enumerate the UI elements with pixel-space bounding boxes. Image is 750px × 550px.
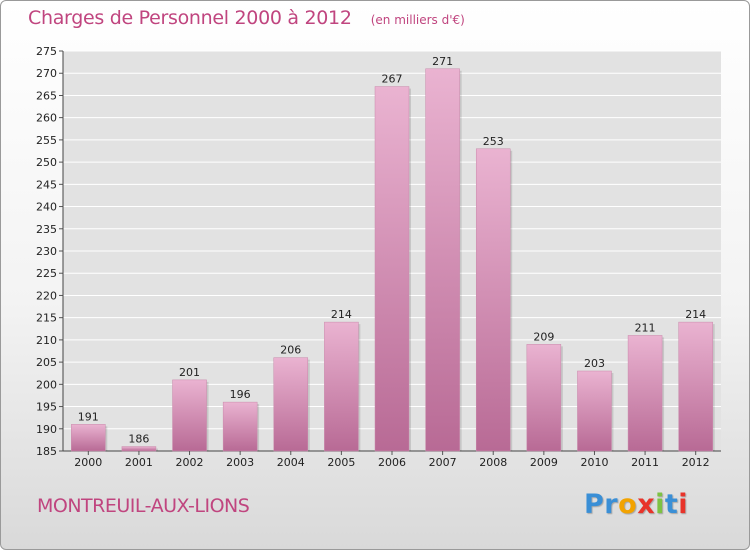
bar: [172, 379, 207, 452]
bar: [577, 370, 612, 452]
chart-subtitle: (en milliers d'€): [370, 13, 465, 27]
logo-letter: t: [664, 489, 679, 520]
chart-title: Charges de Personnel 2000 à 2012: [28, 7, 352, 29]
bar: [475, 148, 511, 452]
data-label: 186: [128, 433, 149, 446]
logo-letter: i: [678, 489, 689, 520]
bar: [121, 446, 157, 452]
x-tick-label: 2008: [479, 456, 507, 469]
x-tick-label: 2005: [327, 456, 355, 469]
data-label: 267: [382, 73, 403, 86]
y-tick-label: 190: [36, 423, 57, 436]
data-label: 253: [483, 135, 504, 148]
x-tick-label: 2001: [125, 456, 153, 469]
logo-letter: o: [618, 489, 638, 520]
data-label: 211: [635, 321, 656, 334]
y-tick-label: 240: [36, 201, 57, 214]
data-label: 203: [584, 357, 605, 370]
logo-letter: i: [655, 489, 665, 520]
y-tick-label: 205: [36, 356, 57, 369]
proxiti-logo: Proxiti: [584, 489, 688, 520]
data-label: 214: [685, 308, 706, 321]
bar: [627, 335, 663, 452]
y-tick-label: 235: [36, 223, 57, 236]
y-tick-label: 200: [36, 378, 57, 391]
y-tick-label: 260: [36, 112, 57, 125]
data-label: 214: [331, 308, 352, 321]
bar: [425, 68, 460, 452]
bar: [374, 86, 410, 452]
x-tick-label: 2011: [631, 456, 659, 469]
x-tick-label: 2009: [530, 456, 558, 469]
data-label: 201: [179, 366, 200, 379]
bar: [71, 424, 106, 452]
y-tick-label: 185: [36, 445, 57, 458]
y-tick-label: 230: [36, 245, 57, 258]
x-tick-label: 2006: [378, 456, 406, 469]
bar: [678, 321, 713, 452]
y-tick-label: 245: [36, 178, 57, 191]
y-tick-label: 270: [36, 67, 57, 80]
title-row: Charges de Personnel 2000 à 2012 (en mil…: [28, 7, 465, 29]
x-tick-label: 2004: [277, 456, 305, 469]
y-tick-label: 220: [36, 289, 57, 302]
x-tick-label: 2007: [429, 456, 457, 469]
y-tick-label: 265: [36, 89, 57, 102]
x-tick-label: 2010: [580, 456, 608, 469]
data-label: 206: [280, 344, 301, 357]
bar: [324, 321, 359, 452]
y-tick-label: 275: [36, 45, 57, 58]
bar: [526, 344, 562, 452]
x-tick-label: 2002: [176, 456, 204, 469]
city-name: MONTREUIL-AUX-LIONS: [37, 495, 250, 517]
x-tick-label: 2003: [226, 456, 254, 469]
logo-letter: P: [584, 489, 605, 520]
x-tick-label: 2012: [682, 456, 710, 469]
bar: [222, 401, 258, 452]
data-label: 196: [230, 388, 251, 401]
logo-letter: r: [604, 489, 619, 520]
data-label: 191: [78, 410, 99, 423]
y-tick-label: 215: [36, 312, 57, 325]
x-tick-label: 2000: [74, 456, 102, 469]
data-label: 209: [533, 330, 554, 343]
y-tick-label: 250: [36, 156, 57, 169]
y-tick-label: 225: [36, 267, 57, 280]
data-label: 271: [432, 55, 453, 68]
y-tick-label: 210: [36, 334, 57, 347]
logo-letter: x: [637, 489, 656, 520]
bar: [273, 357, 309, 452]
y-tick-label: 195: [36, 401, 57, 414]
y-tick-label: 255: [36, 134, 57, 147]
